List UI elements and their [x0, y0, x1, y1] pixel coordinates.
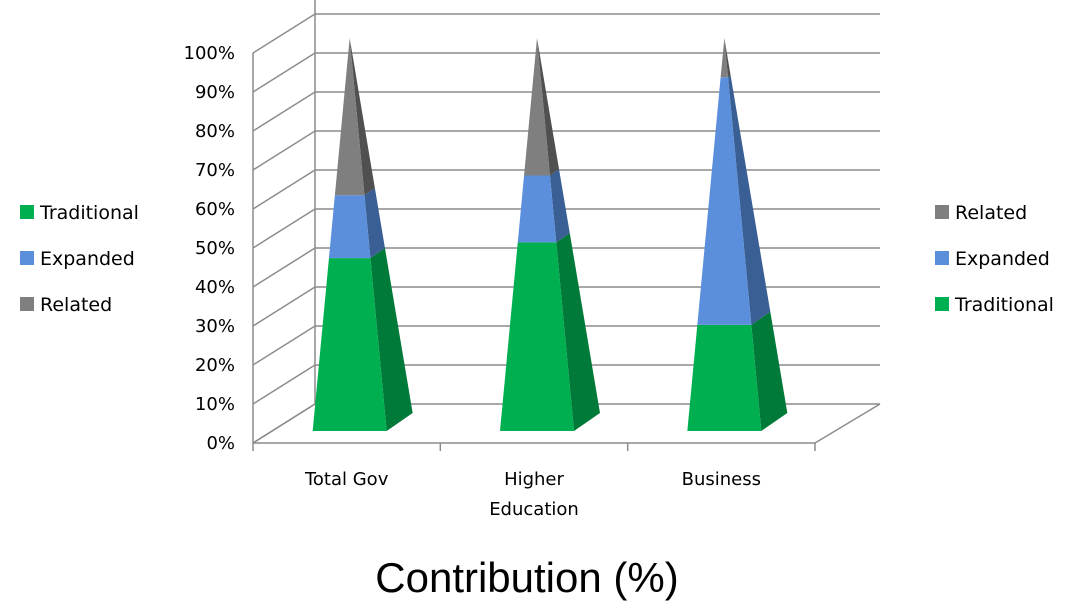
pyramid-segment: [334, 38, 375, 196]
pyramid-segment-front: [517, 175, 557, 243]
y-tick-label: 60%: [195, 199, 235, 220]
x-category-label: Total Gov: [304, 469, 389, 490]
pyramid-segment: [312, 248, 413, 431]
pyramid-segment-front: [334, 38, 365, 196]
pyramid-segment-side: [728, 75, 771, 325]
legend-label: Expanded: [40, 248, 135, 270]
legend-swatch: [935, 297, 949, 311]
y-tick-label: 40%: [195, 277, 235, 298]
side-gridline: [252, 13, 316, 54]
x-axis: [252, 442, 816, 451]
y-tick-label: 100%: [184, 43, 235, 64]
y-tick-label: 80%: [195, 121, 235, 142]
y-tick-label: 20%: [195, 355, 235, 376]
y-tick-label: 0%: [206, 433, 235, 454]
legend-swatch: [20, 297, 34, 311]
side-gridline: [252, 286, 316, 327]
legend-label: Expanded: [955, 248, 1050, 270]
pyramid-segment: [500, 233, 600, 431]
side-gridline: [252, 130, 316, 171]
legend-label: Related: [40, 294, 112, 316]
pyramid-segment: [687, 311, 788, 431]
y-tick-label: 30%: [195, 316, 235, 337]
pyramid-segment-side: [556, 233, 600, 431]
pyramid-segment-front: [697, 77, 752, 325]
y-tick-label: 50%: [195, 238, 235, 259]
pyramid-segment: [524, 38, 560, 176]
x-category-label: Higher Education: [489, 469, 579, 520]
pyramid-segment-side: [364, 188, 385, 259]
legend-right: Related Expanded Traditional: [935, 202, 1054, 316]
legends: Traditional Expanded Related Related Expande…: [20, 202, 1054, 316]
legend-label: Traditional: [39, 202, 139, 224]
side-gridline: [252, 364, 316, 405]
legend-label: Traditional: [954, 294, 1054, 316]
bars: [312, 38, 788, 431]
side-gridline: [252, 91, 316, 132]
side-gridline: [252, 325, 316, 366]
pyramid-segment-side: [349, 38, 375, 196]
pyramid-segment-side: [537, 38, 560, 176]
pyramid-segment-front: [687, 324, 762, 431]
legend-swatch: [20, 251, 34, 265]
pyramid-segment: [697, 75, 771, 325]
y-tick-label: 10%: [195, 394, 235, 415]
side-gridline: [252, 403, 316, 444]
side-gridline: [252, 208, 316, 249]
legend-label: Related: [955, 202, 1027, 224]
category-labels: Total Gov Higher Education Business: [304, 469, 761, 520]
legend-left: Traditional Expanded Related: [20, 202, 139, 316]
pyramid-segment-front: [524, 38, 550, 176]
y-tick-label: 90%: [195, 82, 235, 103]
pyramid-segment: [720, 38, 731, 78]
pyramid-segment-front: [312, 258, 387, 431]
pyramid-segment: [517, 169, 570, 243]
pyramid-segment-front: [328, 195, 371, 259]
legend-swatch: [935, 205, 949, 219]
pyramid-segment-side: [549, 169, 570, 243]
pyramid-segment-side: [370, 248, 413, 431]
pyramid-segment-side: [724, 38, 731, 78]
floor-right-edge: [814, 403, 881, 444]
legend-swatch: [20, 205, 34, 219]
side-gridline: [252, 247, 316, 288]
pyramid-segment-front: [500, 242, 574, 431]
x-category-label: Business: [682, 469, 761, 490]
side-gridline: [252, 52, 316, 93]
y-tick-label: 70%: [195, 160, 235, 181]
legend-swatch: [935, 251, 949, 265]
pyramid-segment-front: [720, 38, 729, 78]
side-gridline: [252, 169, 316, 210]
y-axis-ticks: 0% 10% 20% 30% 40% 50% 60% 70% 80% 90% 100%: [184, 43, 235, 454]
pyramid-segment-side: [751, 311, 788, 431]
pyramid-segment: [328, 188, 385, 259]
chart-title: Contribution (%): [375, 554, 678, 601]
